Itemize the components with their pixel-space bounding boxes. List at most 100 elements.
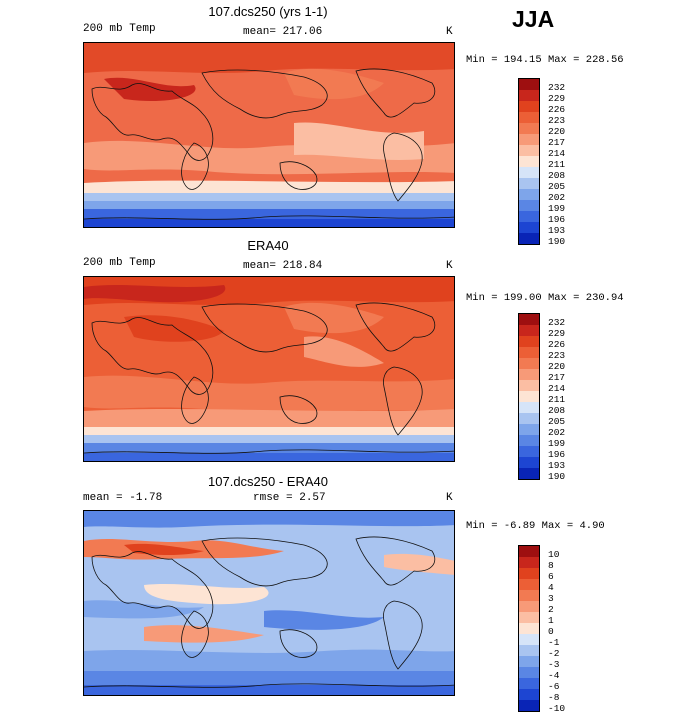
colorbar-level-label: 0 xyxy=(548,626,554,637)
colorbar-level-label: 229 xyxy=(548,328,566,339)
colorbar-level-label: 199 xyxy=(548,203,566,214)
colorbar-level-label: -6 xyxy=(548,681,560,692)
colorbar-swatch xyxy=(519,612,539,623)
colorbar-swatch xyxy=(519,446,539,457)
colorbar-swatch xyxy=(519,623,539,634)
colorbar-swatch xyxy=(519,134,539,145)
minmax-obs: Min = 199.00 Max = 230.94 xyxy=(466,292,624,304)
colorbar-swatch xyxy=(519,101,539,112)
colorbar-level-label: 193 xyxy=(548,460,566,471)
colorbar-swatch xyxy=(519,79,539,90)
colorbar-swatch xyxy=(519,656,539,667)
colorbar-level-label: 220 xyxy=(548,126,566,137)
minmax-model: Min = 194.15 Max = 228.56 xyxy=(466,54,624,66)
colorbar-swatch xyxy=(519,457,539,468)
panel-title-obs: ERA40 xyxy=(247,238,289,253)
colorbar-swatch xyxy=(519,325,539,336)
colorbar-level-label: 2 xyxy=(548,604,554,615)
colorbar-swatch xyxy=(519,546,539,557)
colorbar-level-label: 1 xyxy=(548,615,554,626)
colorbar-level-label: -3 xyxy=(548,659,560,670)
colorbar-swatch xyxy=(519,568,539,579)
min-label: Min = xyxy=(466,292,498,304)
colorbar-swatch xyxy=(519,634,539,645)
colorbar-level-label: 196 xyxy=(548,449,566,460)
colorbar-level-label: 202 xyxy=(548,427,566,438)
rmse-stat-diff: rmse = 2.57 xyxy=(253,492,326,504)
mean-value: 218.84 xyxy=(282,260,323,272)
max-value: 228.56 xyxy=(585,54,624,66)
colorbar-level-label: 190 xyxy=(548,471,566,482)
colorbar-swatch xyxy=(519,557,539,568)
colorbar-level-label: 208 xyxy=(548,405,566,416)
colorbar-swatch xyxy=(519,667,539,678)
max-value: 4.90 xyxy=(579,520,605,532)
colorbar-swatch xyxy=(519,233,539,244)
units-label-diff: K xyxy=(446,492,453,504)
colorbar-level-label: 217 xyxy=(548,137,566,148)
colorbar-swatch xyxy=(519,112,539,123)
colorbar-swatch xyxy=(519,678,539,689)
colorbar-level-label: 223 xyxy=(548,350,566,361)
colorbar-level-label: 6 xyxy=(548,571,554,582)
colorbar-model xyxy=(518,78,540,245)
colorbar-level-label: 214 xyxy=(548,148,566,159)
colorbar-swatch xyxy=(519,167,539,178)
colorbar-labels-diff: 10 8 6 4 3 2 1 0 -1 -2 -3 -4 -6 -8 -10 xyxy=(548,549,565,714)
mean-label: mean= xyxy=(243,260,277,272)
colorbar-level-label: -10 xyxy=(548,703,566,714)
min-value: 194.15 xyxy=(503,54,542,66)
colorbar-level-label: 4 xyxy=(548,582,554,593)
mean-stat-model: mean= 217.06 xyxy=(243,26,322,38)
colorbar-swatch xyxy=(519,435,539,446)
colorbar-swatch xyxy=(519,689,539,700)
colorbar-level-label: 193 xyxy=(548,225,566,236)
colorbar-swatch xyxy=(519,211,539,222)
colorbar-level-label: 208 xyxy=(548,170,566,181)
colorbar-level-label: 217 xyxy=(548,372,566,383)
colorbar-level-label: 229 xyxy=(548,93,566,104)
colorbar-level-label: 10 xyxy=(548,549,560,560)
colorbar-swatch xyxy=(519,700,539,711)
rmse-value: 2.57 xyxy=(299,492,326,504)
colorbar-level-label: 199 xyxy=(548,438,566,449)
max-value: 230.94 xyxy=(585,292,624,304)
colorbar-level-label: 232 xyxy=(548,317,566,328)
colorbar-level-label: -4 xyxy=(548,670,560,681)
colorbar-level-label: 8 xyxy=(548,560,554,571)
colorbar-swatch xyxy=(519,645,539,656)
season-title: JJA xyxy=(512,6,555,32)
colorbar-swatch xyxy=(519,402,539,413)
field-label-obs: 200 mb Temp xyxy=(83,257,156,269)
colorbar-level-label: 232 xyxy=(548,82,566,93)
colorbar-swatch xyxy=(519,156,539,167)
colorbar-level-label: -2 xyxy=(548,648,560,659)
min-value: -6.89 xyxy=(503,520,536,532)
colorbar-swatch xyxy=(519,579,539,590)
colorbar-level-label: 226 xyxy=(548,104,566,115)
max-label: Max = xyxy=(541,520,574,532)
colorbar-level-label: 211 xyxy=(548,159,566,170)
mean-value: 217.06 xyxy=(282,26,323,38)
colorbar-labels-obs: 232 229 226 223 220 217 214 211 208 205 202 199 196 1… xyxy=(548,317,565,482)
map-model xyxy=(83,42,455,228)
colorbar-swatch xyxy=(519,314,539,325)
colorbar-obs xyxy=(518,313,540,480)
colorbar-level-label: 3 xyxy=(548,593,554,604)
colorbar-level-label: 223 xyxy=(548,115,566,126)
colorbar-level-label: 211 xyxy=(548,394,566,405)
min-label: Min = xyxy=(466,520,498,532)
colorbar-level-label: 196 xyxy=(548,214,566,225)
colorbar-swatch xyxy=(519,347,539,358)
panel-title-diff: 107.dcs250 - ERA40 xyxy=(208,474,328,489)
colorbar-swatch xyxy=(519,380,539,391)
colorbar-swatch xyxy=(519,413,539,424)
max-label: Max = xyxy=(547,292,580,304)
colorbar-swatch xyxy=(519,424,539,435)
units-label-obs: K xyxy=(446,260,453,272)
colorbar-swatch xyxy=(519,468,539,479)
colorbar-level-label: 205 xyxy=(548,181,566,192)
units-label-model: K xyxy=(446,26,453,38)
colorbar-swatch xyxy=(519,391,539,402)
colorbar-swatch xyxy=(519,222,539,233)
